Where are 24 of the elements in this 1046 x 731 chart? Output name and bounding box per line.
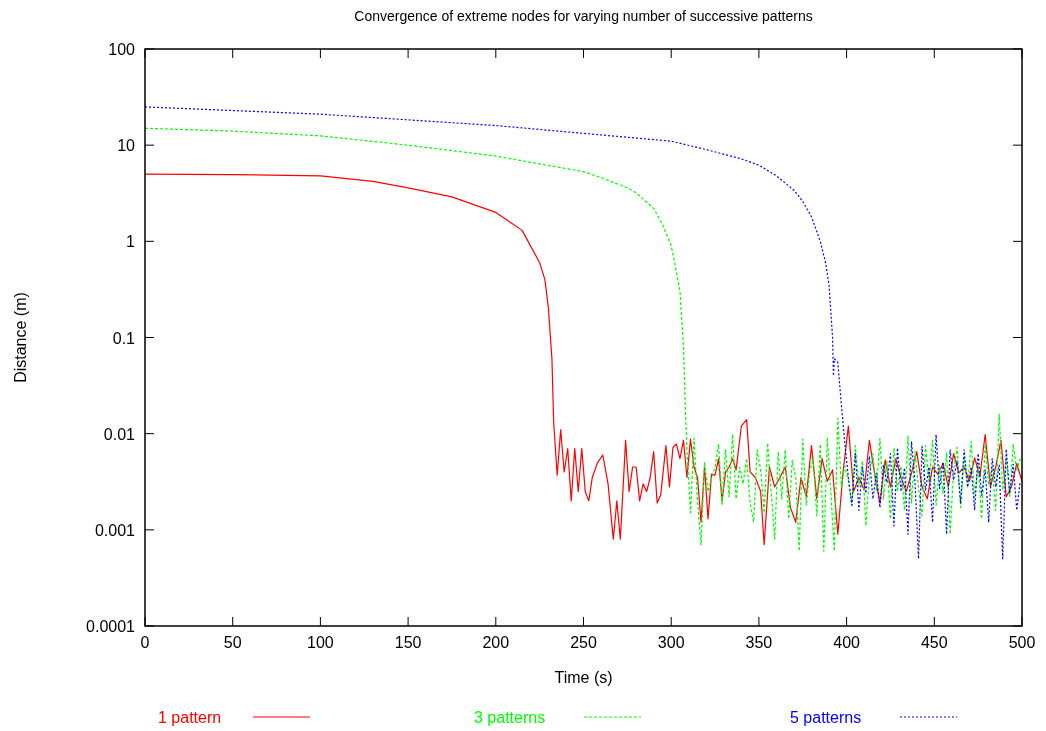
x-tick-label: 500	[1008, 634, 1036, 651]
x-tick-label: 100	[307, 634, 334, 651]
y-tick-label: 100	[108, 41, 136, 58]
y-tick-label: 1	[126, 233, 136, 251]
x-tick-label: 400	[833, 634, 861, 651]
y-axis-title: Distance (m)	[12, 292, 29, 383]
x-tick-label: 200	[482, 634, 510, 651]
text: 5 patterns	[790, 709, 862, 726]
legend-label: 1 pattern	[158, 709, 222, 726]
x-tick-label: 300	[657, 634, 685, 651]
y-tick-label: 0.0001	[86, 618, 136, 635]
x-tick-label: 350	[745, 634, 773, 651]
y-tick-label: 10	[117, 137, 136, 155]
x-axis-title: Time (s)	[554, 669, 613, 686]
x-tick-label: 450	[920, 634, 948, 651]
x-tick-label: 50	[223, 634, 242, 651]
y-tick-label: 0.001	[94, 521, 136, 539]
x-tick-label: 0	[140, 634, 150, 651]
y-tick-label: 0.1	[112, 329, 136, 347]
x-tick-label: 150	[394, 634, 422, 651]
x-tick-label: 250	[570, 634, 597, 651]
y-tick-label: 0.01	[103, 425, 136, 443]
chart-title: Convergence of extreme nodes for varying number of successive patterns	[354, 8, 813, 24]
text: 3 patterns	[474, 709, 546, 726]
